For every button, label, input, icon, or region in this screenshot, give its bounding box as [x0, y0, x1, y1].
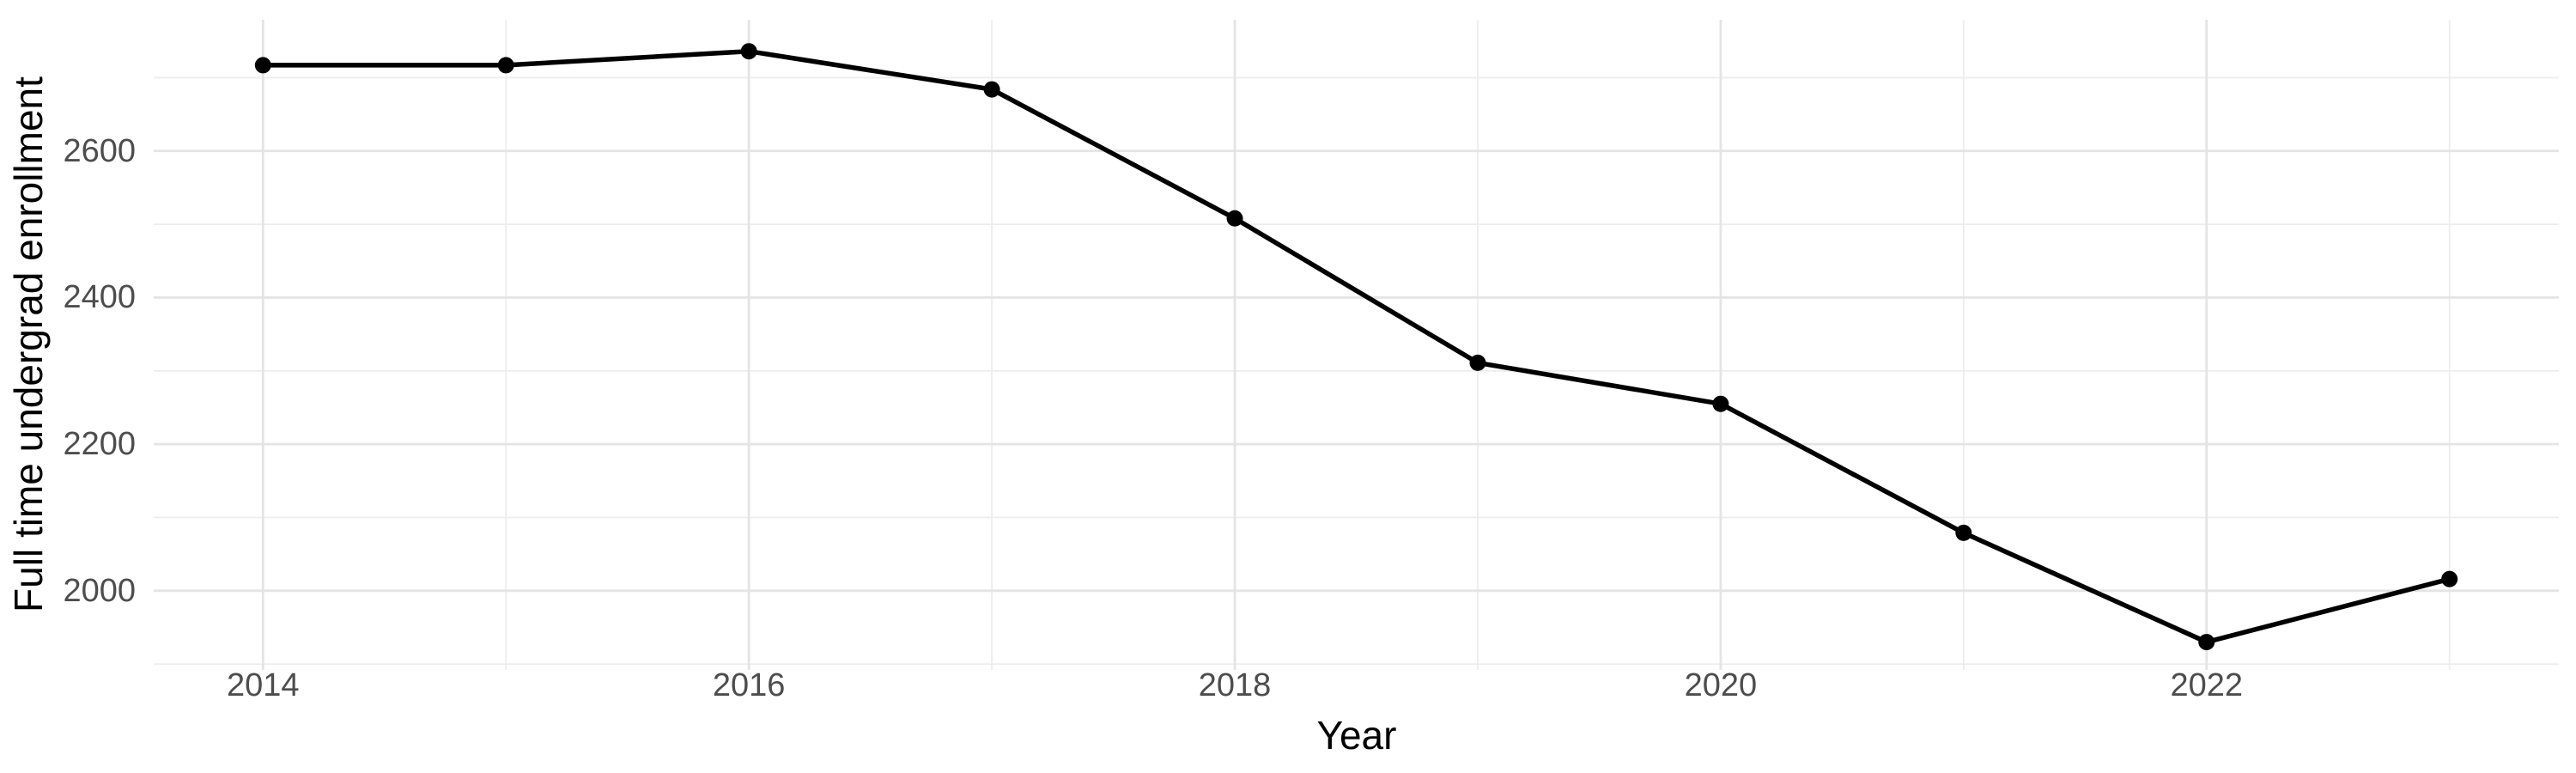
- data-point: [254, 57, 271, 74]
- data-point: [1226, 210, 1243, 227]
- y-tick-label: 2200: [63, 426, 136, 463]
- y-tick-label: 2000: [63, 572, 136, 609]
- y-tick-label: 2400: [63, 279, 136, 316]
- data-point: [1469, 354, 1486, 371]
- data-point: [2198, 634, 2215, 651]
- trend-line: [263, 48, 2451, 645]
- x-tick-label: 2018: [1198, 667, 1272, 703]
- data-point: [497, 57, 514, 74]
- y-tick-label: 2600: [63, 132, 136, 169]
- x-tick-label: 2022: [2170, 667, 2244, 703]
- x-axis-title: Year: [1316, 713, 1397, 758]
- data-point: [740, 43, 757, 60]
- x-tick-label: 2020: [1684, 667, 1758, 703]
- data-point: [983, 81, 1000, 98]
- data-point: [1955, 524, 1972, 541]
- y-axis-title: Full time undergrad enrollment: [6, 76, 51, 612]
- x-tick-label: 2016: [712, 667, 786, 703]
- data-point: [1712, 395, 1729, 412]
- x-tick-label: 2014: [227, 667, 300, 703]
- data-point: [2441, 570, 2458, 587]
